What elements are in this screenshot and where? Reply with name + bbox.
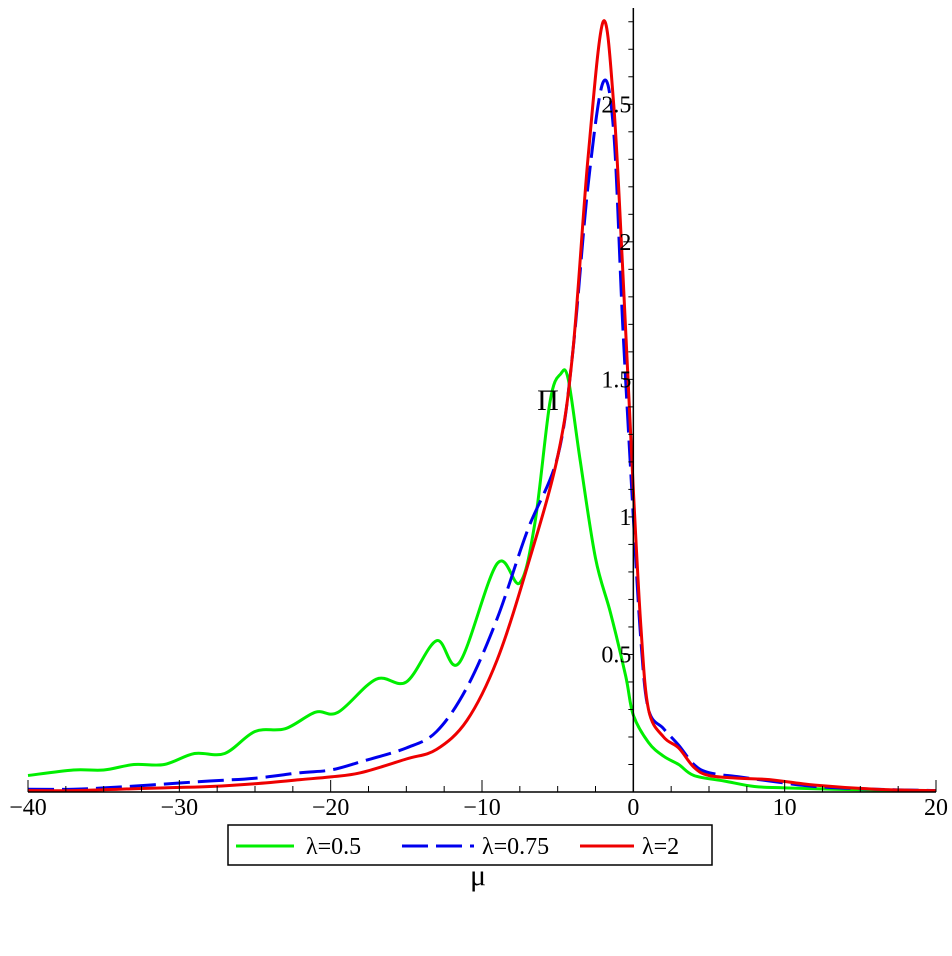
x-tick-label: −40 <box>9 795 47 821</box>
legend-label: λ=0.5 <box>306 834 361 860</box>
x-tick-label: −20 <box>312 795 350 821</box>
x-tick-label: −30 <box>161 795 199 821</box>
y-tick-label: 1.5 <box>601 367 631 393</box>
x-tick-label: 10 <box>773 795 797 821</box>
y-tick-label: 2.5 <box>601 92 631 118</box>
series-line-2 <box>27 78 937 793</box>
y-tick-label: 1 <box>619 505 631 531</box>
x-axis-title: μ <box>470 859 486 892</box>
x-tick-label: 0 <box>627 795 639 821</box>
series-line-1 <box>27 368 937 793</box>
legend: λ=0.5 λ=0.75 λ=2 <box>227 824 713 866</box>
x-tick-label: 20 <box>924 795 948 821</box>
x-tick-label: −10 <box>463 795 501 821</box>
y-tick-label: 0.5 <box>601 642 631 668</box>
legend-label: λ=2 <box>642 834 679 860</box>
series-line-3 <box>27 19 937 793</box>
y-axis-title: Π <box>537 384 559 417</box>
legend-label: λ=0.75 <box>482 834 549 860</box>
y-tick-label: 2 <box>619 230 631 256</box>
